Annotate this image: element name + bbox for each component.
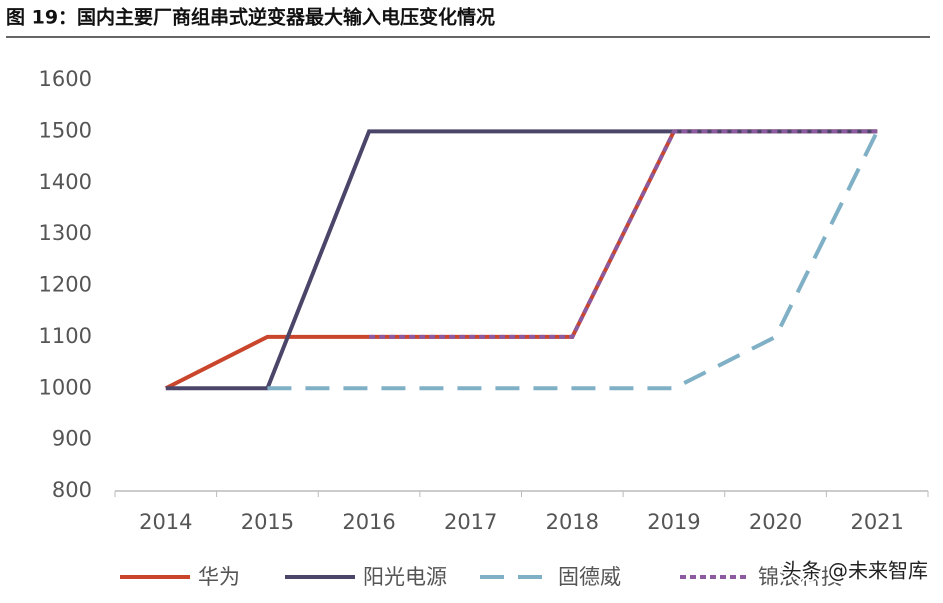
x-tick-label: 2015	[241, 510, 294, 534]
y-tick-label: 800	[52, 478, 92, 502]
y-tick-label: 1500	[39, 118, 92, 142]
x-tick-label: 2020	[749, 510, 802, 534]
y-tick-label: 900	[52, 427, 92, 451]
series-line	[267, 130, 879, 391]
y-tick-label: 1400	[39, 170, 92, 194]
legend-label: 华为	[198, 565, 240, 589]
chart-title: 图 19：国内主要厂商组串式逆变器最大输入电压变化情况	[6, 6, 495, 29]
x-tick-label: 2021	[850, 510, 903, 534]
x-tick-label: 2016	[342, 510, 395, 534]
watermark: 头条 @未来智库	[782, 559, 928, 583]
x-tick-label: 2014	[139, 510, 192, 534]
series-line	[165, 129, 878, 391]
x-tick-label: 2017	[444, 510, 497, 534]
series-line	[369, 129, 878, 339]
series-line	[164, 129, 878, 391]
legend-label: 阳光电源	[363, 565, 447, 589]
y-tick-label: 1200	[39, 273, 92, 297]
y-tick-label: 1100	[39, 324, 92, 348]
legend-label: 固德威	[558, 565, 621, 589]
y-tick-label: 1300	[39, 221, 92, 245]
y-tick-label: 1600	[39, 67, 92, 91]
y-tick-label: 1000	[39, 375, 92, 399]
x-tick-label: 2018	[546, 510, 599, 534]
legend-label: 锦浪科技	[758, 565, 842, 589]
x-tick-label: 2019	[647, 510, 700, 534]
